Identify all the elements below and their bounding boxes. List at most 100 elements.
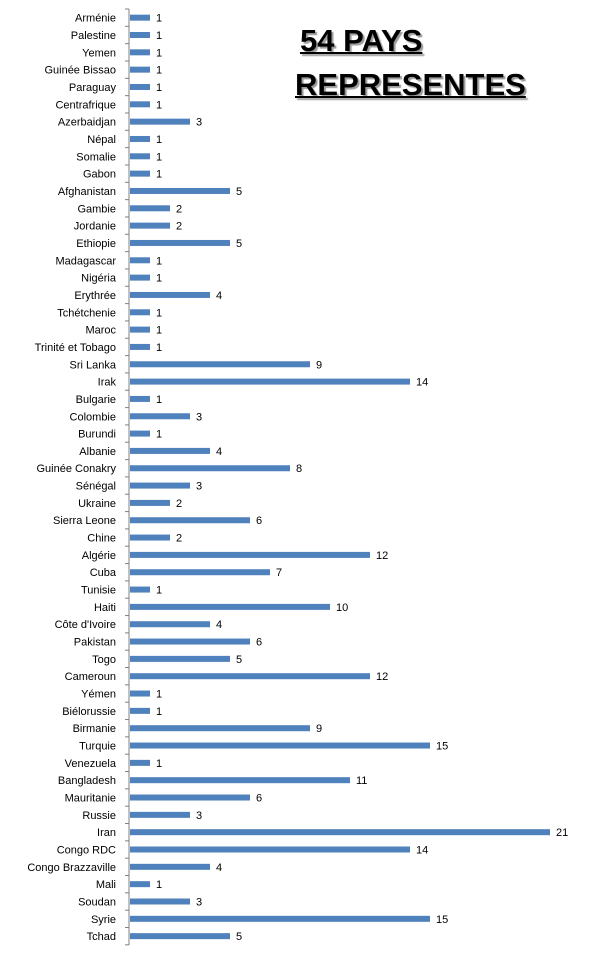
bar [130,915,430,922]
bar [130,257,150,264]
data-label: 6 [256,637,262,649]
data-label: 4 [216,290,222,302]
bar [130,725,310,732]
data-label: 2 [176,498,182,510]
bar [130,361,310,368]
category-label: Paraguay [69,82,117,94]
category-label: Tchétchenie [57,307,116,319]
category-label: Centrafrique [55,99,116,111]
bar [130,794,250,801]
category-label: Haiti [94,602,116,614]
data-label: 2 [176,533,182,545]
data-label: 2 [176,221,182,233]
data-label: 5 [236,931,242,943]
bar [130,863,210,870]
bar [130,205,170,212]
bar [130,309,150,316]
data-label: 1 [156,255,162,267]
data-label: 9 [316,359,322,371]
data-label: 1 [156,706,162,718]
bar [130,31,150,38]
bar [130,239,230,246]
data-label: 15 [436,741,448,753]
category-label: Maroc [85,325,116,337]
category-label: Somalie [76,151,116,163]
data-label: 11 [356,775,367,787]
category-label: Albanie [79,446,116,458]
bar [130,447,210,454]
category-label: Russie [82,810,116,822]
category-label: Yemen [82,47,116,59]
category-label: Bangladesh [58,775,116,787]
data-label: 4 [216,862,222,874]
data-label: 10 [336,602,348,614]
category-label: Yémen [81,689,116,701]
bar [130,135,150,142]
bar [130,551,370,558]
data-label: 14 [416,377,428,389]
bar [130,101,150,108]
category-label: Afghanistan [58,186,116,198]
data-label: 1 [156,134,162,146]
category-label: Congo Brazzaville [27,862,116,874]
bar [130,170,150,177]
bar [130,83,150,90]
bar [130,898,190,905]
bar [130,811,190,818]
category-label: Algérie [82,550,116,562]
category-label: Mali [96,879,116,891]
category-label: Pakistan [74,637,116,649]
bar [130,621,210,628]
category-label: Arménie [75,13,116,25]
category-label: Biélorussie [62,706,116,718]
category-label: Jordanie [74,221,116,233]
bar [130,846,410,853]
bar [130,690,150,697]
bar [130,326,150,333]
data-label: 4 [216,619,222,631]
category-label: Colombie [70,411,116,423]
category-label: Ukraine [78,498,116,510]
category-label: Trinité et Tobago [35,342,116,354]
category-label: Cameroun [65,671,116,683]
bar [130,707,150,714]
category-label: Gambie [77,203,116,215]
data-label: 1 [156,273,162,285]
category-label: Sri Lanka [70,359,117,371]
data-label: 9 [316,723,322,735]
bar [130,673,370,680]
data-label: 3 [196,810,202,822]
category-label: Gabon [83,169,116,181]
bar [130,759,150,766]
bar [130,430,150,437]
data-label: 8 [296,463,302,475]
data-label: 21 [556,827,568,839]
category-label: Tunisie [81,585,116,597]
data-label: 1 [156,307,162,319]
data-label: 3 [196,896,202,908]
data-label: 1 [156,342,162,354]
bar [130,465,290,472]
data-label: 5 [236,186,242,198]
data-label: 6 [256,793,262,805]
data-label: 1 [156,585,162,597]
bar [130,933,230,940]
data-label: 4 [216,446,222,458]
bar [130,655,230,662]
category-label: Nigéria [81,273,117,285]
bar [130,534,170,541]
data-label: 1 [156,879,162,891]
category-label: Venezuela [65,758,117,770]
category-label: Guinée Bissao [44,65,116,77]
data-label: 5 [236,238,242,250]
data-label: 1 [156,30,162,42]
bar [130,482,190,489]
data-label: 1 [156,325,162,337]
data-label: 3 [196,117,202,129]
category-label: Iran [97,827,116,839]
category-label: Birmanie [73,723,116,735]
bar [130,517,250,524]
category-label: Burundi [78,429,116,441]
data-label: 1 [156,169,162,181]
chart-title-line-2: REPRESENTES [295,67,526,102]
